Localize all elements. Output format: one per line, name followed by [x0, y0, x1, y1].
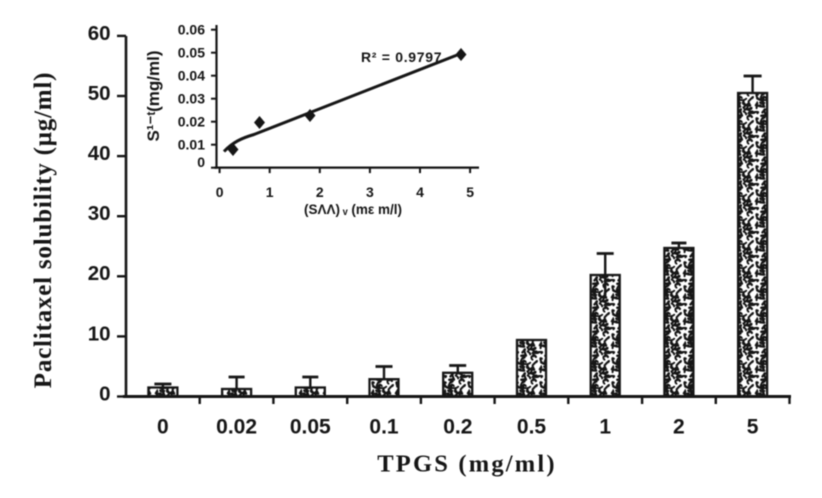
- svg-text:10: 10: [88, 322, 111, 345]
- svg-text:0.5: 0.5: [517, 416, 547, 439]
- svg-text:2: 2: [316, 184, 324, 200]
- svg-text:60: 60: [88, 22, 111, 45]
- svg-text:0.02: 0.02: [216, 416, 257, 439]
- svg-text:0: 0: [99, 382, 110, 405]
- svg-text:0.2: 0.2: [443, 416, 472, 439]
- svg-text:1: 1: [266, 184, 274, 200]
- svg-text:(SΛΛ) ᵥ (mε m/l): (SΛΛ) ᵥ (mε m/l): [304, 202, 402, 217]
- svg-text:Paclitaxel solubility (μg/ml): Paclitaxel solubility (μg/ml): [30, 72, 57, 389]
- svg-text:0.03: 0.03: [178, 91, 205, 107]
- svg-text:0.02: 0.02: [178, 114, 205, 130]
- svg-text:4: 4: [416, 184, 424, 200]
- svg-text:0: 0: [216, 184, 224, 200]
- svg-text:0.06: 0.06: [178, 22, 205, 38]
- svg-text:0.1: 0.1: [369, 416, 399, 439]
- svg-text:1: 1: [599, 416, 611, 439]
- svg-text:0.05: 0.05: [290, 416, 331, 439]
- svg-text:3: 3: [366, 184, 374, 200]
- svg-text:40: 40: [88, 142, 111, 165]
- svg-text:0.04: 0.04: [178, 68, 205, 84]
- svg-text:S¹⁻ᵗ(mg/ml): S¹⁻ᵗ(mg/ml): [144, 50, 163, 141]
- svg-text:50: 50: [88, 82, 111, 105]
- svg-text:0.05: 0.05: [178, 45, 205, 61]
- svg-text:0: 0: [197, 154, 205, 170]
- svg-text:0.01: 0.01: [178, 137, 205, 153]
- svg-text:5: 5: [747, 416, 759, 439]
- svg-text:2: 2: [673, 416, 685, 439]
- svg-text:0: 0: [157, 416, 169, 439]
- svg-text:5: 5: [466, 184, 474, 200]
- svg-text:TPGS (mg/ml): TPGS (mg/ml): [377, 451, 557, 478]
- svg-text:R² = 0.9797: R² = 0.9797: [361, 49, 442, 65]
- svg-text:20: 20: [88, 262, 111, 285]
- svg-text:30: 30: [88, 202, 111, 225]
